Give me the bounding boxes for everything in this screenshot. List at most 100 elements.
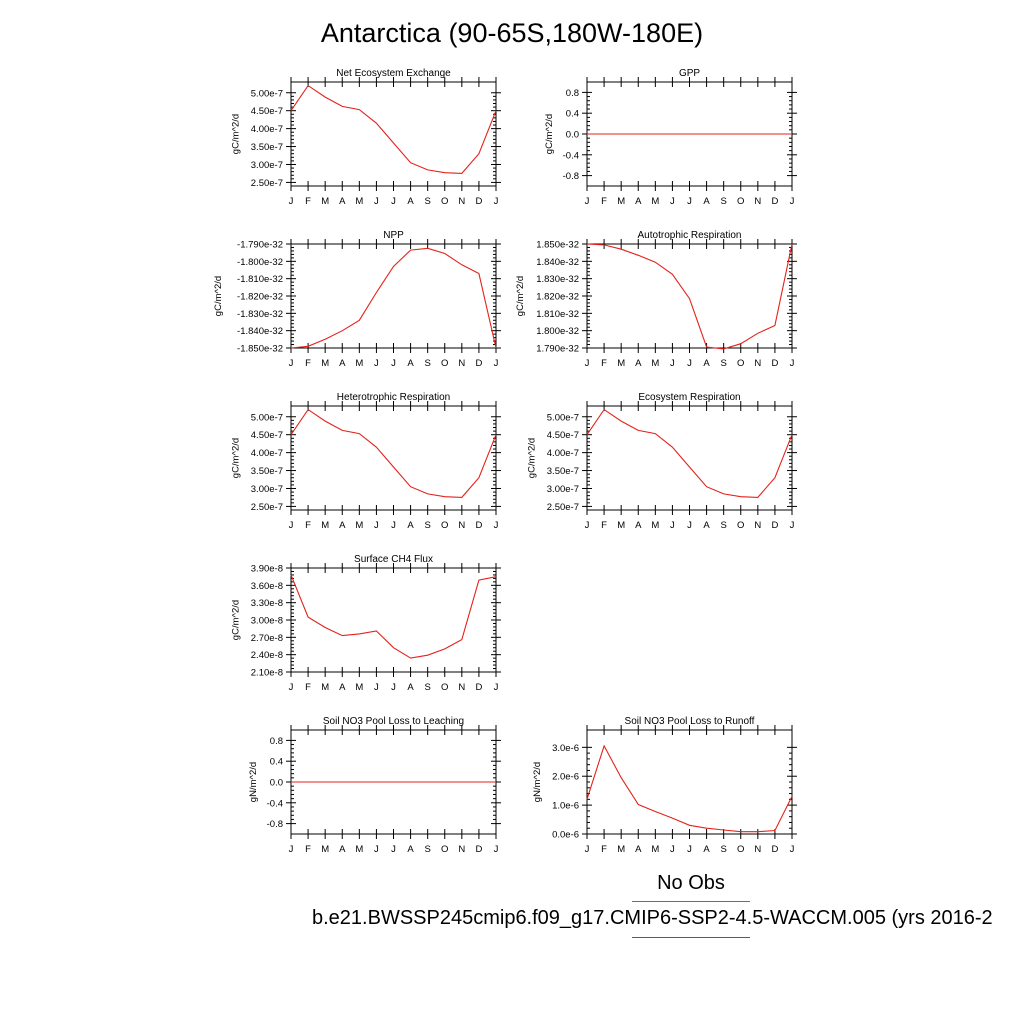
x-tick-label: J [391, 358, 396, 369]
page-title: Antarctica (90-65S,180W-180E) [320, 18, 704, 48]
x-tick-label: F [601, 358, 607, 369]
legend-case-line [632, 937, 750, 938]
x-tick-label: J [687, 844, 692, 855]
y-tick-label: -0.8 [267, 819, 283, 830]
y-tick-label: 4.50e-7 [547, 430, 579, 441]
y-axis-label: gC/m^2/d [230, 438, 241, 478]
x-tick-label: F [305, 844, 311, 855]
x-tick-label: M [651, 844, 659, 855]
x-tick-label: F [601, 520, 607, 531]
y-tick-label: -1.790e-32 [237, 240, 283, 251]
x-tick-label: J [494, 520, 499, 531]
x-tick-label: M [651, 196, 659, 207]
y-tick-label: 3.90e-8 [251, 564, 283, 575]
y-axis-label: gC/m^2/d [230, 600, 241, 640]
x-tick-label: O [441, 358, 448, 369]
x-tick-label: F [305, 520, 311, 531]
x-tick-label: A [407, 196, 414, 207]
plot-frame [290, 243, 497, 349]
x-tick-label: J [391, 520, 396, 531]
y-tick-label: -1.800e-32 [237, 257, 283, 268]
y-tick-label: 4.50e-7 [251, 106, 283, 117]
x-tick-label: D [771, 520, 778, 531]
x-tick-label: M [321, 844, 329, 855]
panel-1: Net Ecosystem Exchange 2.50e-7 3.00e-7 3.50… [230, 68, 501, 207]
panel-title: Autotrophic Respiration [638, 230, 742, 241]
x-tick-label: O [441, 196, 448, 207]
x-tick-label: J [289, 358, 294, 369]
y-tick-label: 2.50e-7 [251, 502, 283, 513]
y-tick-label: 3.50e-7 [251, 466, 283, 477]
panel-3: NPP -1.850e-32 -1.840e-32 -1.830e-32 -1.820e… [213, 230, 501, 369]
panel-title: GPP [679, 68, 700, 79]
x-tick-label: N [458, 358, 465, 369]
x-tick-label: S [424, 520, 430, 531]
x-tick-label: A [635, 520, 642, 531]
x-tick-label: S [424, 844, 430, 855]
x-tick-label: F [305, 682, 311, 693]
series-line [290, 84, 497, 174]
x-tick-label: O [737, 358, 744, 369]
x-tick-label: J [670, 358, 675, 369]
x-tick-label: A [703, 520, 710, 531]
x-tick-label: S [720, 358, 726, 369]
x-tick-label: N [458, 196, 465, 207]
y-tick-label: 2.70e-8 [251, 633, 283, 644]
x-tick-label: J [670, 196, 675, 207]
y-tick-label: -1.850e-32 [237, 344, 283, 355]
x-tick-label: M [651, 520, 659, 531]
y-axis-label: gC/m^2/d [515, 276, 526, 316]
x-tick-label: J [374, 358, 379, 369]
x-tick-label: O [737, 520, 744, 531]
x-tick-label: J [289, 682, 294, 693]
y-tick-label: 0.4 [270, 757, 283, 768]
x-tick-label: A [703, 358, 710, 369]
y-tick-label: 0.0 [566, 130, 579, 141]
panel-2: GPP-0.8-0.40.00.40.8J F M A M J J A S O N D JgC/m^2/… [544, 68, 797, 207]
x-tick-label: J [670, 520, 675, 531]
x-tick-label: A [703, 844, 710, 855]
x-tick-label: A [339, 358, 346, 369]
panel-8: Soil NO3 Pool Loss to Leaching -0.8 -0.4 0.… [248, 716, 501, 855]
plot-frame [586, 729, 793, 835]
y-tick-label: 2.0e-6 [552, 772, 579, 783]
y-tick-label: 2.50e-7 [251, 178, 283, 189]
x-tick-label: M [617, 520, 625, 531]
x-tick-label: J [585, 844, 590, 855]
x-tick-label: M [617, 358, 625, 369]
y-tick-label: 0.0 [270, 778, 283, 789]
y-tick-label: 1.790e-32 [536, 344, 579, 355]
x-tick-label: J [494, 358, 499, 369]
x-tick-label: S [720, 196, 726, 207]
series-line [290, 247, 497, 349]
x-tick-label: D [771, 358, 778, 369]
x-tick-label: J [494, 844, 499, 855]
x-tick-label: M [355, 844, 363, 855]
y-tick-label: 3.50e-7 [547, 466, 579, 477]
x-tick-label: S [720, 520, 726, 531]
x-tick-label: J [391, 682, 396, 693]
y-tick-label: 3.00e-8 [251, 616, 283, 627]
y-axis-label: gC/m^2/d [213, 276, 224, 316]
x-tick-label: M [355, 682, 363, 693]
x-tick-label: O [441, 520, 448, 531]
x-tick-label: N [458, 844, 465, 855]
y-tick-label: 4.00e-7 [547, 448, 579, 459]
x-tick-label: J [790, 844, 795, 855]
y-axis-label: gC/m^2/d [526, 438, 537, 478]
y-tick-label: 2.50e-7 [547, 502, 579, 513]
x-tick-label: J [687, 358, 692, 369]
y-tick-label: 1.830e-32 [536, 274, 579, 285]
x-tick-label: S [424, 196, 430, 207]
x-tick-label: J [391, 844, 396, 855]
y-tick-label: -1.840e-32 [237, 326, 283, 337]
y-tick-label: -1.820e-32 [237, 292, 283, 303]
x-tick-label: J [494, 196, 499, 207]
x-tick-label: M [355, 520, 363, 531]
y-tick-label: 2.40e-8 [251, 650, 283, 661]
x-tick-label: F [601, 196, 607, 207]
y-tick-label: 5.00e-7 [251, 88, 283, 99]
x-tick-label: J [374, 196, 379, 207]
x-tick-label: A [339, 682, 346, 693]
